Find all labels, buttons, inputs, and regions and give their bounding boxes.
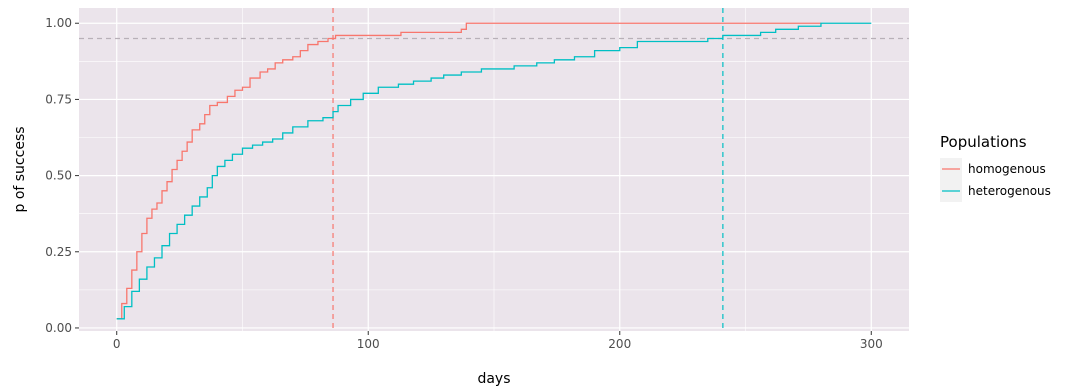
y-tick-label: 0.25 bbox=[45, 245, 72, 259]
y-tick-label: 1.00 bbox=[45, 16, 72, 30]
y-tick-label: 0.75 bbox=[45, 92, 72, 106]
legend-label-heterogenous: heterogenous bbox=[968, 184, 1051, 198]
y-tick-label: 0.00 bbox=[45, 321, 72, 335]
series-lines bbox=[116, 22, 872, 320]
y-tick-label: 0.50 bbox=[45, 169, 72, 183]
reference-lines bbox=[79, 8, 909, 331]
legend-items: homogenous heterogenous bbox=[940, 158, 1051, 202]
x-axis-title: days bbox=[477, 371, 510, 387]
x-tick-label: 200 bbox=[608, 337, 631, 351]
series-line-homogenous bbox=[116, 22, 821, 320]
y-axis-title: p of success bbox=[12, 126, 28, 212]
grid-lines bbox=[79, 8, 909, 331]
legend-label-homogenous: homogenous bbox=[968, 162, 1046, 176]
x-tick-label: 0 bbox=[113, 337, 121, 351]
series-line-heterogenous bbox=[116, 22, 872, 320]
legend: Populations homogenous heterogenous bbox=[940, 133, 1051, 202]
legend-title: Populations bbox=[940, 133, 1027, 151]
x-tick-label: 100 bbox=[357, 337, 380, 351]
x-tick-label: 300 bbox=[860, 337, 883, 351]
axes: 0 100 200 300 0.00 0.25 0.50 0.75 1.00 bbox=[45, 16, 882, 351]
